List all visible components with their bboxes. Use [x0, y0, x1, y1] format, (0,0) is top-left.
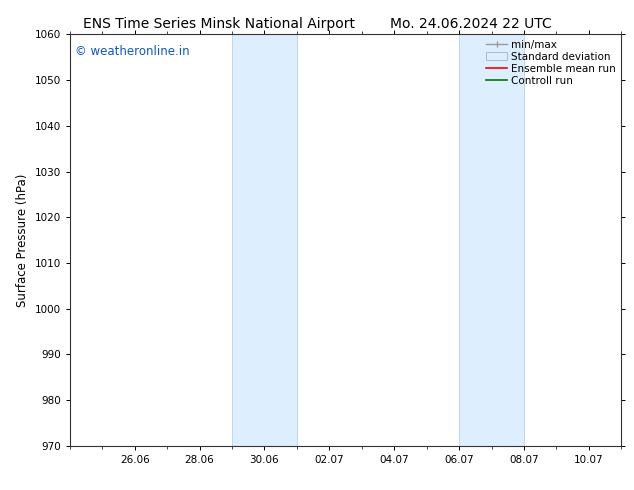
- Y-axis label: Surface Pressure (hPa): Surface Pressure (hPa): [16, 173, 29, 307]
- Text: ENS Time Series Minsk National Airport        Mo. 24.06.2024 22 UTC: ENS Time Series Minsk National Airport M…: [82, 17, 552, 31]
- Text: © weatheronline.in: © weatheronline.in: [75, 45, 190, 58]
- Bar: [459, 34, 524, 446]
- Legend: min/max, Standard deviation, Ensemble mean run, Controll run: min/max, Standard deviation, Ensemble me…: [484, 37, 618, 88]
- Bar: [232, 34, 297, 446]
